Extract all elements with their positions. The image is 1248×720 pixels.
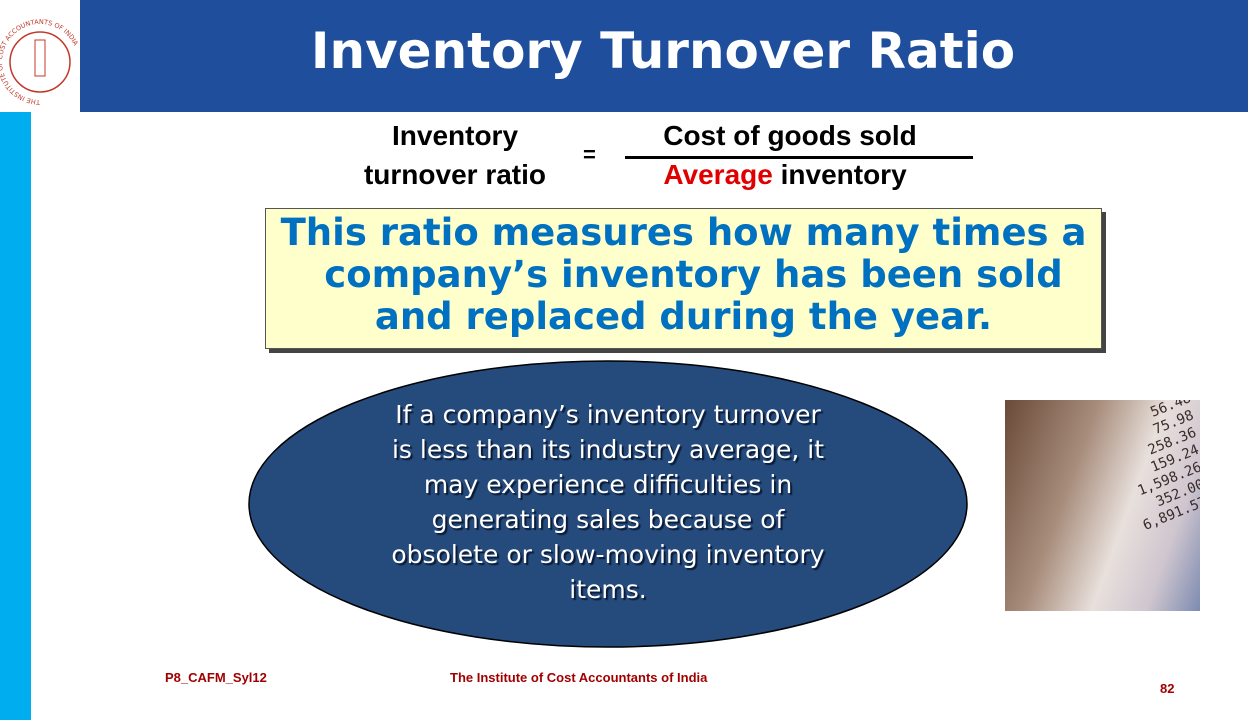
logo: THE INSTITUTE OF COST ACCOUNTANTS OF IND…	[0, 18, 80, 106]
note-line: items.	[569, 575, 647, 604]
side-strip	[0, 112, 31, 720]
formula-equals: =	[583, 142, 596, 167]
denominator-highlight: Average	[663, 159, 773, 190]
page-number: 82	[1160, 681, 1175, 696]
footer-code: P8_CAFM_Syl12	[165, 670, 267, 685]
note-line: may experience difficulties in	[423, 470, 793, 499]
slide-title: Inventory Turnover Ratio	[310, 22, 1016, 80]
definition-line: and replaced during the year.	[374, 295, 993, 338]
note-ellipse	[248, 360, 968, 648]
receipt-figures: 75.2626.5948.25659.2835.0056.4875.98258.…	[1035, 400, 1200, 549]
formula-numerator: Cost of goods sold	[663, 120, 917, 151]
formula-denominator: Average inventory	[625, 159, 945, 191]
formula-left: Inventory	[391, 120, 519, 151]
note-line: obsolete or slow-moving inventory	[391, 540, 825, 569]
denominator-rest: inventory	[780, 159, 907, 190]
note-line: If a company’s inventory turnover	[395, 400, 821, 429]
note-line: generating sales because of	[431, 505, 785, 534]
receipt-photo: 75.2626.5948.25659.2835.0056.4875.98258.…	[1005, 400, 1200, 611]
fraction-bar	[625, 156, 973, 159]
definition-box: This ratio measures how many times a com…	[265, 208, 1102, 349]
footer-institute: The Institute of Cost Accountants of Ind…	[450, 670, 708, 685]
header-band	[80, 0, 1248, 112]
definition-line: This ratio measures how many times a	[280, 211, 1087, 254]
formula-left: turnover ratio	[363, 159, 547, 190]
note-line: is less than its industry average, it	[391, 435, 825, 464]
definition-line: company’s inventory has been sold	[324, 253, 1063, 296]
